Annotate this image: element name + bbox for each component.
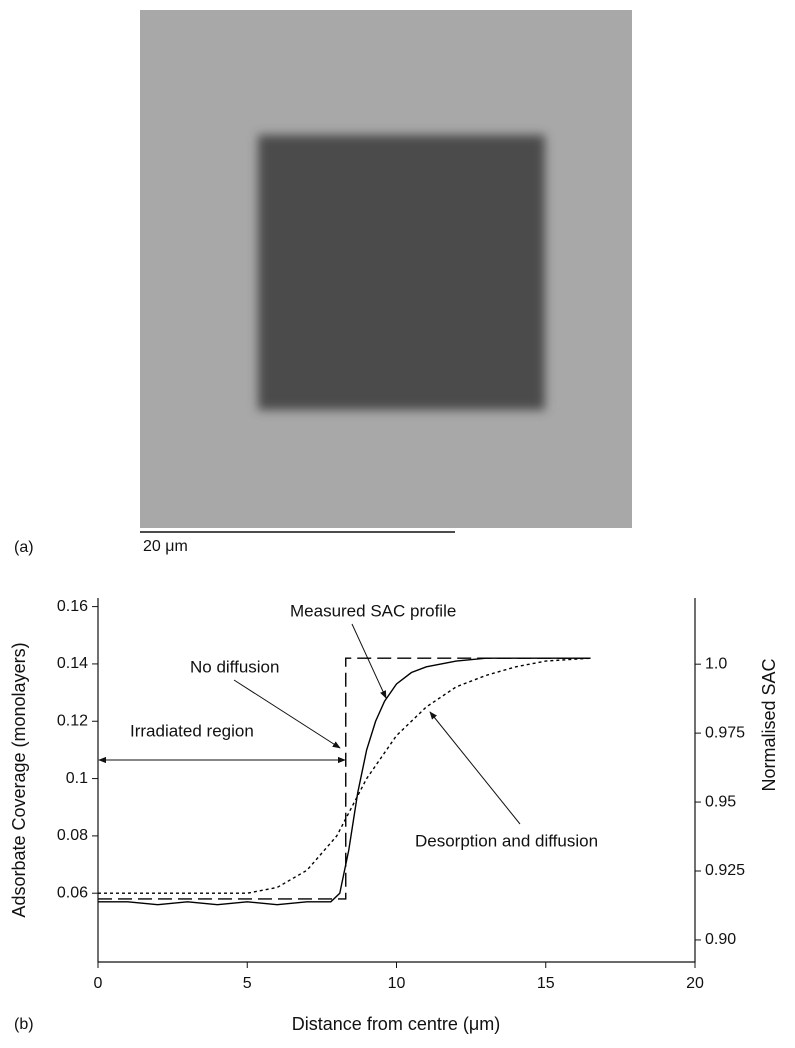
scale-bar-label: 20 μm xyxy=(143,538,188,555)
y-tick-label: 0.16 xyxy=(57,598,88,615)
y-tick-label: 0.14 xyxy=(57,655,88,672)
x-axis-title: Distance from centre (μm) xyxy=(292,1014,500,1034)
y-tick-label: 0.08 xyxy=(57,827,88,844)
axes xyxy=(97,598,696,963)
y2-axis-title: Normalised SAC xyxy=(759,658,779,791)
x-tick-label: 5 xyxy=(243,975,252,992)
y-tick-label: 0.1 xyxy=(66,770,88,787)
irradiated-square xyxy=(258,135,545,410)
annotation: Irradiated region xyxy=(130,721,254,740)
panel-label: (a) xyxy=(14,539,34,556)
x-tick-label: 10 xyxy=(388,975,406,992)
y-tick-label: 0.12 xyxy=(57,712,88,729)
annotation: Desorption and diffusion xyxy=(415,831,598,850)
y2-tick-label: 0.925 xyxy=(705,862,745,879)
arrow xyxy=(351,623,387,699)
annotation: Measured SAC profile xyxy=(290,601,456,620)
y2-tick-label: 1.0 xyxy=(705,655,727,672)
arrow xyxy=(429,711,521,825)
panel-label: (b) xyxy=(14,1016,34,1033)
annotation: No diffusion xyxy=(190,657,279,676)
line-series xyxy=(98,657,591,906)
y2-tick-label: 0.975 xyxy=(705,724,745,741)
x-tick-label: 20 xyxy=(686,975,704,992)
y-tick-label: 0.06 xyxy=(57,884,88,901)
x-tick-label: 0 xyxy=(94,975,103,992)
line-series xyxy=(98,657,591,894)
x-tick-label: 15 xyxy=(537,975,555,992)
line-series xyxy=(98,657,591,900)
arrow xyxy=(233,679,341,749)
y2-tick-label: 0.90 xyxy=(705,931,736,948)
micrograph xyxy=(140,10,632,528)
y2-tick-label: 0.95 xyxy=(705,793,736,810)
y-axis-title: Adsorbate Coverage (monolayers) xyxy=(9,642,29,917)
